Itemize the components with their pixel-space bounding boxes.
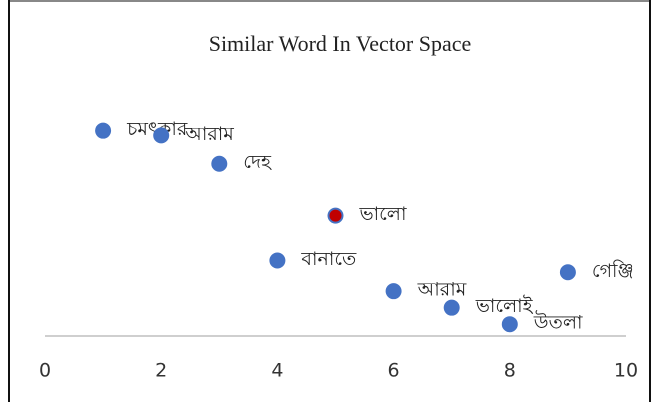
point: [327, 207, 344, 224]
x-tick-label: 6: [388, 360, 400, 382]
x-tick-label: 2: [155, 360, 167, 382]
point-label: বানাতে: [300, 248, 357, 270]
point-label: উতলা: [533, 311, 583, 334]
point-label: আরাম: [417, 279, 467, 301]
point-label: দেহ: [243, 151, 272, 173]
point: [501, 316, 518, 333]
point: [269, 252, 286, 269]
point: [211, 155, 228, 172]
x-tick-label: 10: [614, 360, 638, 382]
x-tick-label: 4: [271, 360, 283, 382]
point: [95, 122, 112, 139]
point: [443, 299, 460, 316]
x-tick-label: 0: [39, 360, 51, 382]
chart-title: Similar Word In Vector Space: [209, 31, 472, 56]
point-label: গেঞ্জি: [592, 260, 634, 282]
x-tick-label: 8: [504, 360, 516, 382]
point-label: ভালো: [359, 203, 407, 225]
point-label: ভালোই: [475, 295, 534, 317]
point-label: আরাম: [184, 123, 234, 145]
point: [153, 127, 170, 144]
point: [385, 283, 402, 300]
point: [559, 264, 576, 281]
